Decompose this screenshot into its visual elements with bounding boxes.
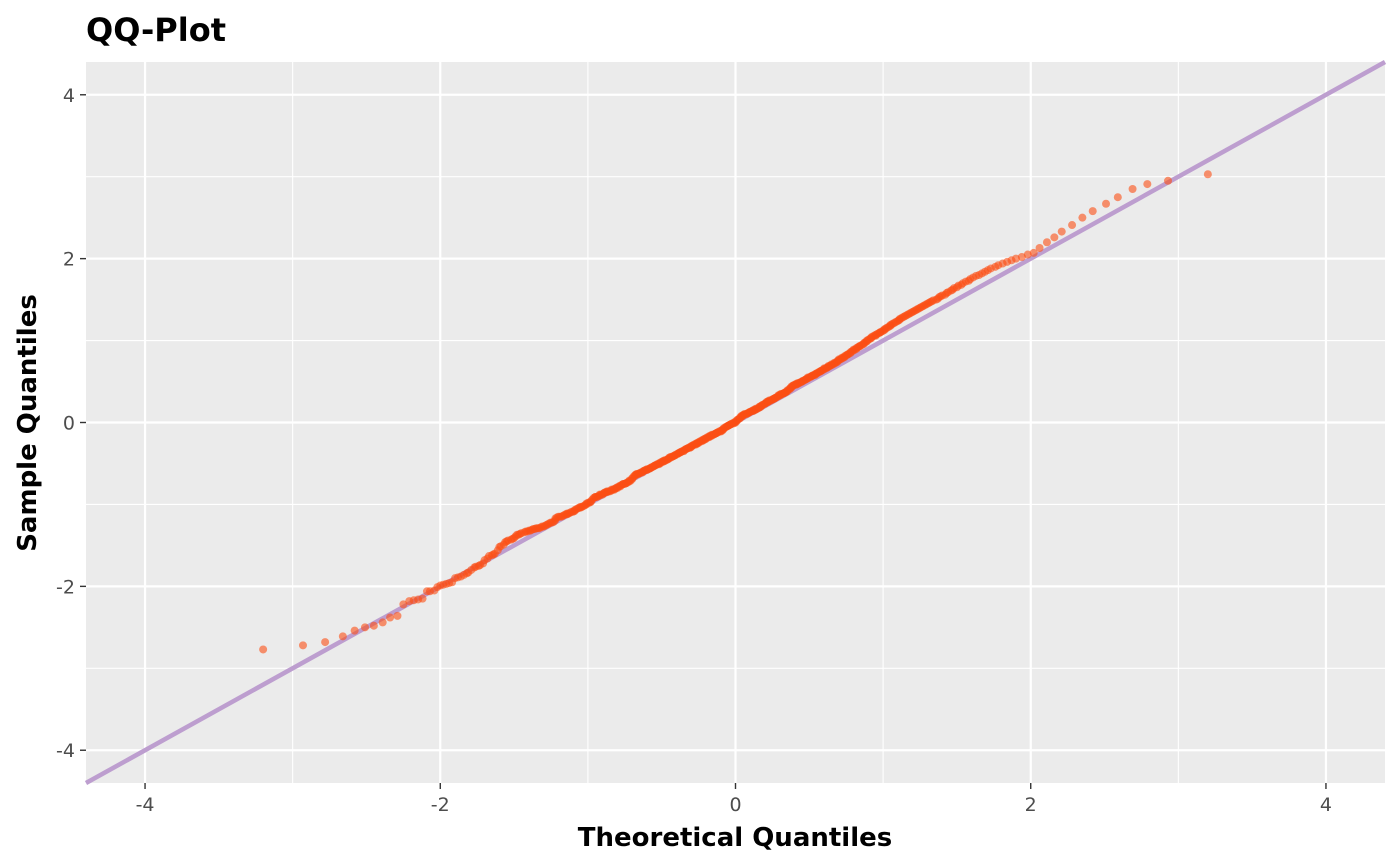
data-point	[338, 632, 347, 641]
y-axis-ticks: -4 -2 0 2 4	[56, 85, 86, 762]
data-point	[1068, 221, 1077, 230]
data-point	[1029, 248, 1038, 257]
data-point	[1078, 213, 1087, 222]
data-point	[378, 618, 387, 627]
data-point	[259, 645, 268, 654]
data-point	[393, 611, 402, 620]
data-point	[1203, 170, 1212, 179]
data-point	[298, 641, 307, 650]
y-tick-label: -4	[56, 740, 75, 762]
x-axis-title: Theoretical Quantiles	[578, 823, 893, 853]
data-point	[399, 600, 408, 609]
data-points	[259, 170, 1212, 654]
data-point	[350, 626, 359, 635]
data-point	[386, 613, 395, 622]
y-tick-label: 4	[63, 85, 75, 107]
y-tick-label: 2	[63, 249, 75, 271]
data-point	[1102, 199, 1111, 208]
data-point	[1050, 233, 1059, 242]
x-tick-label: 4	[1320, 794, 1332, 816]
data-point	[360, 623, 369, 632]
x-tick-label: -2	[431, 794, 450, 816]
data-point	[1035, 243, 1044, 252]
x-tick-label: 0	[729, 794, 741, 816]
data-point	[1057, 227, 1066, 236]
data-point	[369, 621, 378, 630]
y-tick-label: 0	[63, 413, 75, 435]
data-point	[1128, 184, 1137, 193]
chart-title: QQ-Plot	[86, 11, 226, 49]
x-tick-label: 2	[1025, 794, 1037, 816]
data-point	[1164, 176, 1173, 185]
data-point	[1143, 180, 1152, 189]
x-axis-ticks: -4 -2 0 2 4	[136, 783, 1332, 816]
data-point	[418, 594, 427, 603]
data-point	[321, 638, 330, 647]
y-axis-title: Sample Quantiles	[13, 294, 43, 552]
data-point	[1042, 238, 1051, 247]
x-tick-label: -4	[136, 794, 155, 816]
data-point	[1113, 193, 1122, 202]
y-tick-label: -2	[56, 576, 75, 598]
data-point	[1088, 207, 1097, 216]
